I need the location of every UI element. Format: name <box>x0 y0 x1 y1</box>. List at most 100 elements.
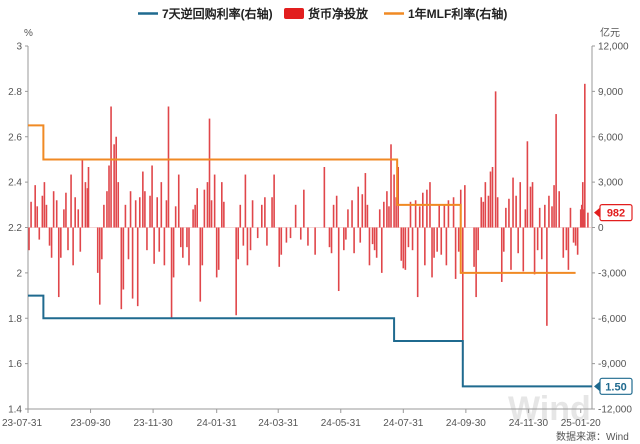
bar <box>555 114 557 228</box>
bar <box>515 195 517 228</box>
bar <box>134 200 137 228</box>
bar <box>115 136 117 228</box>
bar <box>414 200 417 228</box>
bar <box>52 191 55 228</box>
right-tick-label: 9,000 <box>598 87 623 98</box>
bar <box>30 201 32 228</box>
x-tick-label: 24-01-31 <box>197 418 237 429</box>
right-tick-label: 12,000 <box>598 42 629 53</box>
bar <box>299 227 302 240</box>
bar <box>285 227 288 243</box>
bar <box>213 174 216 228</box>
bar <box>480 197 483 228</box>
bar <box>142 171 144 228</box>
bar <box>271 197 273 228</box>
bar <box>131 227 134 299</box>
bar <box>461 227 464 361</box>
left-tick-label: 2 <box>16 268 22 279</box>
bar <box>86 188 89 228</box>
bar <box>55 200 58 228</box>
bar <box>347 209 349 228</box>
bar <box>106 191 108 228</box>
bar <box>170 227 173 319</box>
bar <box>330 227 333 254</box>
left-tick-label: 3 <box>16 42 22 53</box>
bar <box>436 227 438 252</box>
bar <box>294 204 297 228</box>
x-tick-label: 23-11-30 <box>133 418 173 429</box>
bar <box>48 227 51 246</box>
step-line <box>28 294 592 388</box>
bar <box>487 195 490 228</box>
bar <box>192 209 194 228</box>
left-tick-label: 1.8 <box>8 314 22 325</box>
bar <box>375 227 378 258</box>
bar <box>505 207 507 228</box>
legend-swatch-bar <box>284 8 304 19</box>
bar <box>314 227 316 255</box>
bar <box>517 227 519 254</box>
bar <box>60 227 62 258</box>
bar <box>57 227 60 298</box>
left-tick-label: 1.4 <box>8 405 22 416</box>
bar <box>108 165 110 228</box>
right-tick-label: 3,000 <box>598 178 623 189</box>
bar <box>496 197 499 228</box>
bar <box>186 227 188 248</box>
bar <box>540 227 543 260</box>
bar <box>489 171 492 228</box>
bar <box>210 200 213 228</box>
right-axis-unit: 亿元 <box>600 26 620 39</box>
legend-item-label: 7天逆回购利率(右轴) <box>162 6 273 21</box>
bar <box>122 227 125 290</box>
bar <box>110 106 112 228</box>
bar <box>510 227 512 270</box>
bar <box>98 227 101 305</box>
bar <box>522 227 525 272</box>
bar <box>244 174 247 228</box>
bar <box>38 227 41 240</box>
bar <box>246 227 249 266</box>
left-tick-label: 2.6 <box>8 132 22 143</box>
bar <box>368 227 371 266</box>
bar <box>194 204 196 228</box>
right-tick-label: -12,000 <box>598 405 632 416</box>
bar <box>364 173 367 228</box>
bar <box>395 197 397 228</box>
bar <box>249 227 252 251</box>
right-tick-label: -6,000 <box>598 314 627 325</box>
bar <box>36 206 39 228</box>
bar <box>553 185 555 228</box>
bar <box>206 182 209 228</box>
bar <box>548 195 550 228</box>
bar <box>177 174 180 228</box>
bar <box>409 201 412 228</box>
line-series <box>28 124 592 388</box>
bar <box>371 227 374 245</box>
bar-series-net-injection <box>28 83 589 361</box>
bar <box>127 227 130 260</box>
bar <box>380 227 383 273</box>
bar <box>529 186 532 228</box>
bar <box>151 165 153 228</box>
bar <box>101 227 103 260</box>
bar <box>113 144 115 228</box>
bar <box>72 227 74 266</box>
bar <box>544 204 546 228</box>
bar <box>353 227 355 254</box>
bar <box>418 206 421 228</box>
bar <box>386 191 388 228</box>
bar <box>397 167 399 228</box>
bar <box>156 197 159 228</box>
bar <box>422 192 424 228</box>
bar <box>103 204 105 228</box>
bar <box>307 227 309 246</box>
bar <box>524 209 527 228</box>
bar <box>74 197 76 228</box>
bar <box>416 227 419 298</box>
bar <box>335 195 338 228</box>
bar <box>182 227 184 258</box>
bar <box>28 227 30 251</box>
bar <box>70 174 72 228</box>
x-tick-label: 24-11-30 <box>509 418 549 429</box>
